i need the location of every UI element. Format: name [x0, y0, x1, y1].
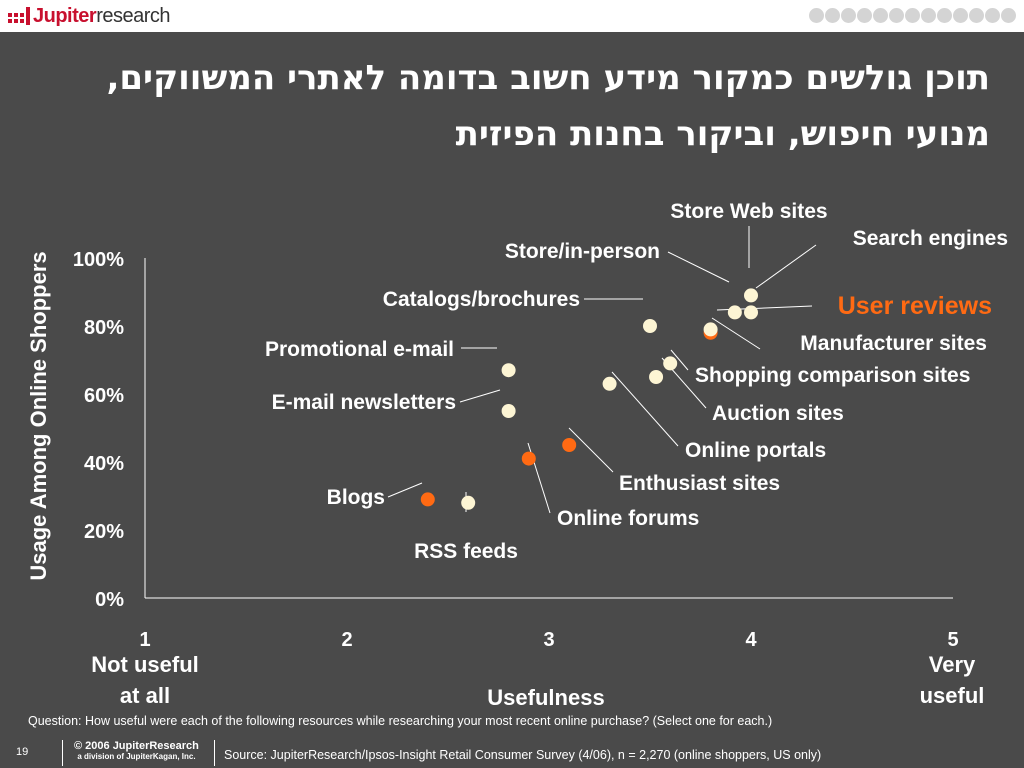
point-label: User reviews [838, 292, 992, 320]
source-note: Source: JupiterResearch/Ipsos-Insight Re… [224, 748, 822, 762]
decorative-dot [841, 8, 856, 23]
leader-line [611, 371, 679, 447]
decorative-dot [873, 8, 888, 23]
point-label: Online portals [685, 439, 826, 462]
y-tick-label: 0% [95, 589, 124, 611]
point-label: RSS feeds [414, 540, 518, 563]
decorative-dot [809, 8, 824, 23]
y-tick-label: 20% [84, 521, 124, 543]
decorative-dot [889, 8, 904, 23]
point-label: Promotional e-mail [265, 338, 454, 361]
data-point [420, 492, 435, 507]
copyright-text: © 2006 JupiterResearch [74, 740, 199, 752]
data-point [501, 363, 516, 378]
data-point [461, 495, 476, 510]
point-label: Shopping comparison sites [695, 364, 970, 387]
x-tick-label: 1 [139, 629, 150, 651]
slide-title: תוכן גולשים כמקור מידע חשוב בדומה לאתרי … [106, 58, 990, 154]
data-point [602, 376, 617, 391]
chart-axes [144, 258, 953, 599]
header-bar: Jupiterresearch [0, 0, 1024, 32]
point-label: E-mail newsletters [272, 391, 456, 414]
point-label: Blogs [327, 486, 385, 509]
point-label: Search engines [853, 227, 1008, 250]
x-tick-label: 3 [543, 629, 554, 651]
footer-divider [62, 740, 63, 766]
leader-line [711, 317, 761, 350]
decorative-dot [857, 8, 872, 23]
data-point [663, 356, 678, 371]
data-point [649, 370, 664, 384]
decorative-dot [937, 8, 952, 23]
decorative-dot [905, 8, 920, 23]
point-label: Manufacturer sites [800, 332, 987, 355]
data-point [744, 305, 758, 320]
copyright: © 2006 JupiterResearch a division of Jup… [74, 740, 199, 761]
point-label: Auction sites [712, 402, 844, 425]
logo-text: Jupiterresearch [33, 4, 170, 27]
y-tick-label: 80% [84, 317, 124, 339]
decorative-dot [953, 8, 968, 23]
decorative-dot [921, 8, 936, 23]
x-tick-label: 4 [745, 629, 757, 651]
division-text: a division of JupiterKagan, Inc. [77, 752, 196, 761]
data-point [744, 288, 758, 303]
survey-question: Question: How useful were each of the fo… [28, 714, 773, 728]
leader-line [387, 482, 423, 498]
leader-line [667, 251, 730, 283]
logo-mark-icon [8, 5, 30, 27]
y-axis-title: Usage Among Online Shoppers [26, 251, 51, 580]
point-label: Catalogs/brochures [383, 288, 580, 311]
data-point [643, 319, 657, 333]
point-label: Store/in-person [505, 240, 660, 263]
decorative-dot [969, 8, 984, 23]
jupiterresearch-logo: Jupiterresearch [8, 2, 170, 30]
leader-line [755, 244, 817, 289]
data-points [420, 288, 758, 510]
decorative-dots [809, 8, 1016, 23]
data-point [562, 438, 577, 452]
axis-ticks: 0% 20% 40% 60% 80% 100% 1 2 3 4 5 Not useful at all V… [26, 249, 984, 710]
x-end-label: useful [920, 683, 985, 708]
y-tick-label: 100% [73, 249, 124, 271]
point-label: Online forums [557, 507, 699, 530]
data-point [521, 451, 536, 466]
x-tick-label: 5 [947, 629, 958, 651]
x-tick-label: 2 [341, 629, 352, 651]
leader-line [459, 389, 501, 403]
x-axis-title: Usefulness [487, 685, 604, 710]
decorative-dot [1001, 8, 1016, 23]
y-tick-label: 40% [84, 453, 124, 475]
data-point [501, 404, 516, 418]
point-label: Store Web sites [670, 200, 827, 223]
footer: 19 © 2006 JupiterResearch a division of … [0, 734, 1024, 768]
x-end-label: at all [120, 683, 170, 708]
slide-number: 19 [16, 746, 29, 758]
point-labels: Store Web sites Search engines Store/in-pe… [265, 200, 1008, 563]
x-end-label: Very [929, 652, 976, 677]
decorative-dot [825, 8, 840, 23]
leader-line [670, 349, 689, 371]
y-tick-label: 60% [84, 385, 124, 407]
point-label: Enthusiast sites [619, 472, 780, 495]
x-end-label: Not useful [91, 652, 199, 677]
decorative-dot [985, 8, 1000, 23]
footer-divider [214, 740, 215, 766]
data-point [703, 322, 718, 337]
leader-line [568, 427, 614, 473]
data-point [727, 305, 742, 320]
